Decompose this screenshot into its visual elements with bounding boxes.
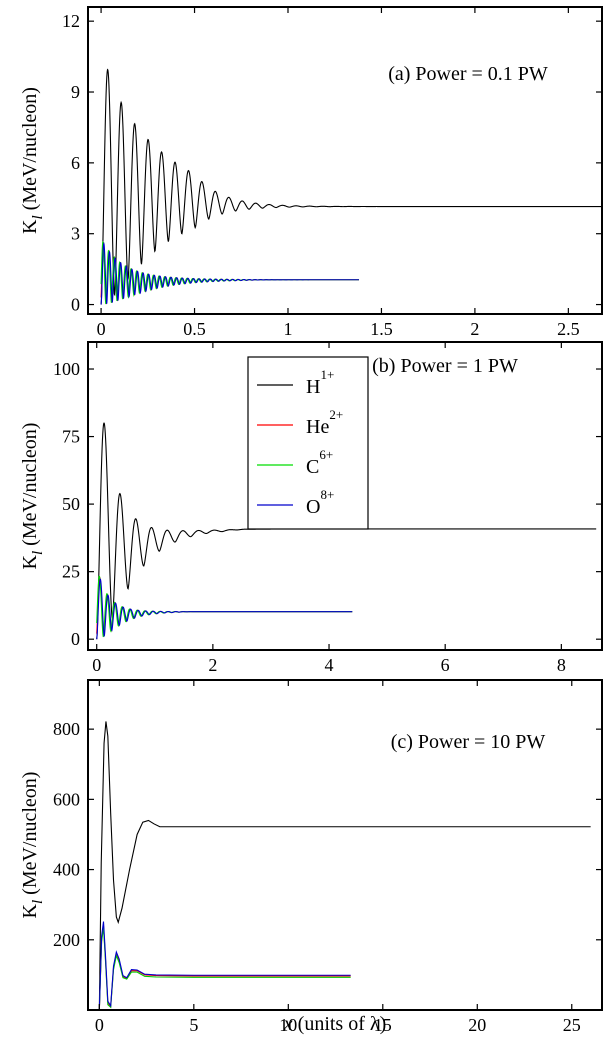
x-axis-label: x (units of λ) [283, 1013, 386, 1035]
x-tick-label: 20 [468, 1015, 486, 1035]
y-tick-label: 400 [53, 860, 80, 880]
series-line-3 [100, 241, 360, 305]
plot-area [96, 422, 597, 640]
panel-a: 0 0.5 1 1.5 2 2.5 0 3 6 9 12 Kl (MeV/nucleon) (a) Po… [19, 6, 603, 339]
series-line-0 [98, 721, 591, 1010]
x-tick-label: 2 [470, 319, 479, 339]
y-tick-label: 50 [62, 494, 80, 514]
legend-label: He2+ [306, 407, 343, 438]
y-tick-label: 9 [71, 82, 80, 102]
y-tick-label: 800 [53, 719, 80, 739]
series-line-3 [98, 921, 351, 1010]
panel-annotation: (a) Power = 0.1 PW [388, 63, 548, 85]
y-axis-label: Kl (MeV/nucleon) [19, 772, 46, 919]
series-line-0 [100, 68, 602, 305]
y-tick-label: 75 [62, 427, 80, 447]
x-tick-label: 1.5 [370, 319, 393, 339]
x-tick-label: 0 [97, 319, 106, 339]
legend-label: O8+ [306, 487, 334, 518]
y-tick-label: 25 [62, 562, 80, 582]
y-axis-label: Kl (MeV/nucleon) [19, 87, 46, 234]
panel-annotation: (c) Power = 10 PW [391, 731, 546, 753]
x-tick-label: 15 [374, 1015, 392, 1035]
panel-b: 0 2 4 6 8 0 25 50 75 100 Kl (MeV/nucleon) (b) Power… [19, 341, 603, 675]
series-line-1 [98, 925, 351, 1010]
y-tick-label: 0 [71, 295, 80, 315]
series-line-2 [96, 575, 353, 638]
x-tick-label: 0.5 [183, 319, 206, 339]
plot-area [98, 721, 591, 1010]
series-line-3 [96, 578, 353, 640]
x-tick-label: 10 [279, 1015, 297, 1035]
series-line-1 [96, 576, 353, 637]
x-tick-label: 4 [325, 655, 334, 675]
series-line-2 [100, 240, 360, 305]
x-tick-label: 2 [208, 655, 217, 675]
x-tick-label: 5 [189, 1015, 198, 1035]
axes-frame [87, 6, 603, 315]
plot-area [100, 68, 602, 305]
x-tick-label: 0 [92, 655, 101, 675]
y-axis-label: Kl (MeV/nucleon) [19, 423, 46, 570]
y-tick-label: 600 [53, 789, 80, 809]
panel-annotation: (b) Power = 1 PW [372, 355, 518, 377]
y-tick-label: 0 [71, 629, 80, 649]
axes-frame [87, 679, 603, 1011]
y-tick-label: 12 [62, 11, 80, 31]
series-line-1 [100, 241, 360, 305]
x-tick-label: 6 [441, 655, 450, 675]
series-line-2 [98, 927, 351, 1010]
x-tick-label: 2.5 [557, 319, 580, 339]
axes-frame [87, 341, 603, 651]
y-tick-label: 3 [71, 224, 80, 244]
x-tick-label: 0 [95, 1015, 104, 1035]
legend-label: C6+ [306, 447, 333, 478]
x-tick-label: 25 [563, 1015, 581, 1035]
panel-c: 0 5 10 15 20 25 200 400 600 800 Kl (MeV/nucleon) (c… [19, 679, 603, 1035]
y-tick-label: 100 [53, 359, 80, 379]
x-tick-label: 8 [557, 655, 566, 675]
x-tick-label: 1 [283, 319, 292, 339]
legend-box [247, 356, 369, 530]
y-tick-label: 200 [53, 930, 80, 950]
legend-label: H1+ [306, 367, 334, 398]
y-tick-label: 6 [71, 153, 80, 173]
